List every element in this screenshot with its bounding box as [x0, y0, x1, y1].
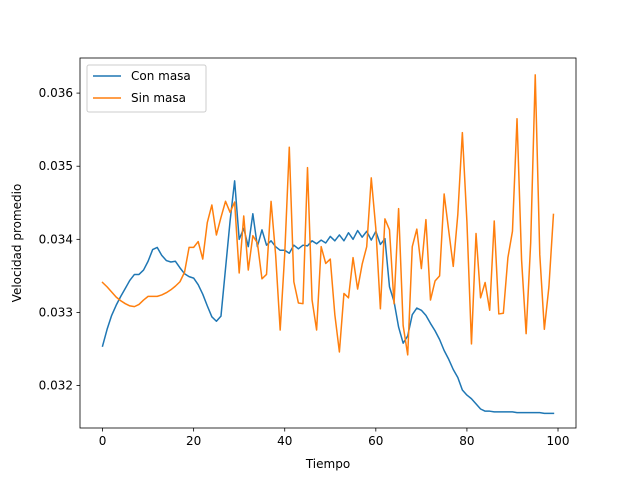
y-tick-label: 0.033: [39, 305, 73, 319]
series-line-2: [101, 74, 555, 356]
series-layer: [101, 74, 555, 415]
plot-frame: [79, 57, 577, 429]
y-tick-label: 0.036: [39, 86, 73, 100]
x-tick-label: 0: [99, 434, 107, 448]
plot-area: [80, 58, 576, 428]
x-tick-label: 40: [277, 434, 292, 448]
legend-label-1: Con masa: [131, 69, 191, 83]
x-axis-label: Tiempo: [305, 457, 350, 471]
ticks-layer: 0 20 40 60 80 100 0.032 0.033 0.034 0.035 0.036: [39, 86, 570, 448]
x-tick-label: 80: [459, 434, 474, 448]
y-axis-label: Velocidad promedio: [10, 184, 24, 303]
x-tick-label: 20: [186, 434, 201, 448]
series-line-1: [101, 180, 555, 415]
x-tick-label: 100: [547, 434, 570, 448]
x-tick-label: 60: [368, 434, 383, 448]
y-tick-label: 0.032: [39, 379, 73, 393]
y-tick-label: 0.034: [39, 232, 73, 246]
legend-label-2: Sin masa: [131, 91, 186, 105]
y-tick-label: 0.035: [39, 159, 73, 173]
legend: Con masa Sin masa: [86, 64, 207, 113]
